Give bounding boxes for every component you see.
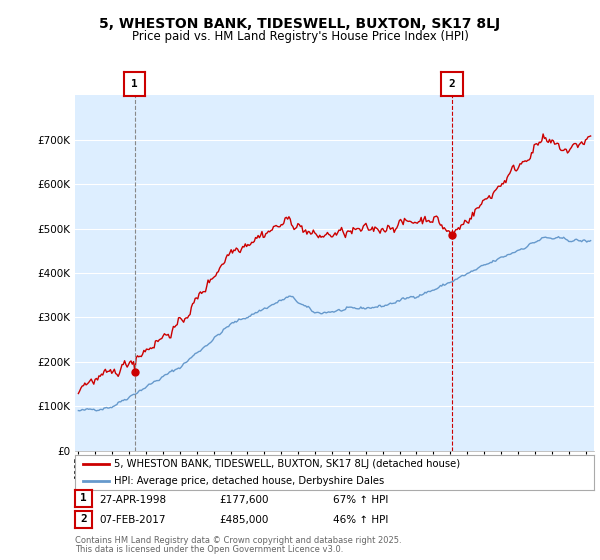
Text: 1: 1 bbox=[80, 493, 87, 503]
Text: HPI: Average price, detached house, Derbyshire Dales: HPI: Average price, detached house, Derb… bbox=[114, 477, 384, 486]
Text: 07-FEB-2017: 07-FEB-2017 bbox=[99, 515, 166, 525]
Text: This data is licensed under the Open Government Licence v3.0.: This data is licensed under the Open Gov… bbox=[75, 545, 343, 554]
Text: Contains HM Land Registry data © Crown copyright and database right 2025.: Contains HM Land Registry data © Crown c… bbox=[75, 536, 401, 545]
Text: 67% ↑ HPI: 67% ↑ HPI bbox=[333, 494, 388, 505]
Text: £177,600: £177,600 bbox=[219, 494, 269, 505]
Text: Price paid vs. HM Land Registry's House Price Index (HPI): Price paid vs. HM Land Registry's House … bbox=[131, 30, 469, 43]
Text: 2: 2 bbox=[80, 514, 87, 524]
Text: 5, WHESTON BANK, TIDESWELL, BUXTON, SK17 8LJ: 5, WHESTON BANK, TIDESWELL, BUXTON, SK17… bbox=[100, 16, 500, 30]
Text: 2: 2 bbox=[449, 79, 455, 89]
Text: 1: 1 bbox=[131, 79, 138, 89]
Text: 5, WHESTON BANK, TIDESWELL, BUXTON, SK17 8LJ (detached house): 5, WHESTON BANK, TIDESWELL, BUXTON, SK17… bbox=[114, 459, 460, 469]
Text: 27-APR-1998: 27-APR-1998 bbox=[99, 494, 166, 505]
Text: 46% ↑ HPI: 46% ↑ HPI bbox=[333, 515, 388, 525]
Text: £485,000: £485,000 bbox=[219, 515, 268, 525]
